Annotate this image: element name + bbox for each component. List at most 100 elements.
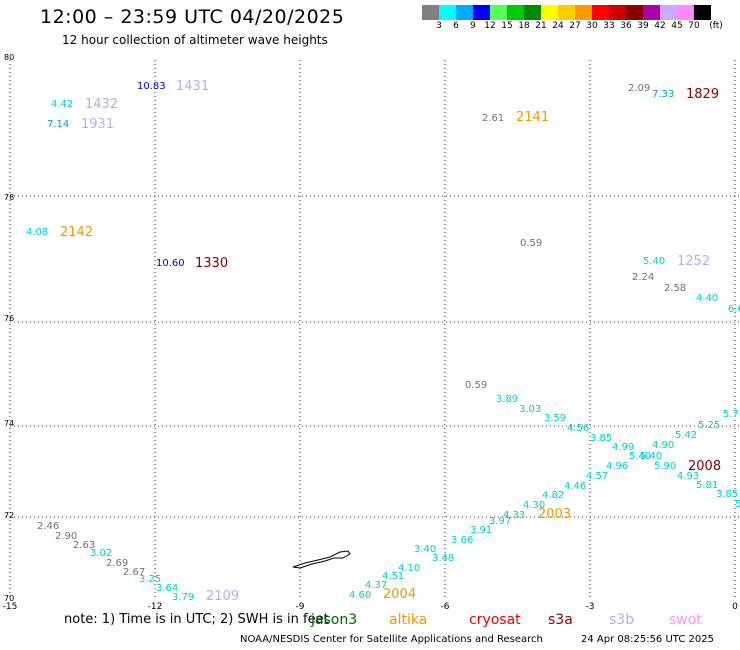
swh-value: 5.42: [675, 430, 697, 441]
swh-value: 3.66: [451, 535, 473, 546]
lat-tick-label: 76: [4, 314, 14, 323]
satellite-legend-item: s3a: [548, 612, 573, 628]
colorbar-tick: 6: [453, 21, 459, 31]
satellite-legend-item: swot: [669, 612, 702, 628]
swh-value: 5.7: [723, 409, 739, 420]
colorbar-swatch: [456, 5, 473, 20]
units-note: note: 1) Time is in UTC; 2) SWH is in fe…: [64, 612, 329, 627]
pass-time-label: 1931: [81, 117, 114, 132]
colorbar-swatch: [490, 5, 507, 20]
swh-value: 6.6: [728, 304, 740, 315]
swh-value: 4.82: [542, 490, 564, 501]
colorbar-tick: 42: [654, 21, 666, 31]
satellite-legend-item: s3b: [609, 612, 635, 628]
colorbar-swatch: [473, 5, 490, 20]
colorbar-swatch: [507, 5, 524, 20]
swh-value: 3.89: [496, 394, 518, 405]
colorbar-swatch: [439, 5, 456, 20]
swh-value: 7.33: [652, 89, 674, 100]
lon-tick-label: -6: [441, 602, 450, 612]
credit-line: NOAA/NESDIS Center for Satellite Applica…: [240, 634, 543, 645]
colorbar-tick: 36: [620, 21, 632, 31]
satellite-legend: jason3 altika cryosat s3a s3b swot: [0, 612, 740, 628]
colorbar-tick: 45: [671, 21, 683, 31]
swh-value: 3.79: [172, 592, 194, 603]
colorbar-tick: 24: [552, 21, 564, 31]
swh-value: 3.25: [139, 574, 161, 585]
lat-tick-label: 74: [4, 419, 14, 428]
swh-value: 2.61: [482, 113, 504, 124]
satellite-legend-item: altika: [389, 612, 428, 628]
map-frame: [10, 60, 735, 600]
swh-value: 3.91: [470, 525, 492, 536]
generated-timestamp: 24 Apr 08:25:56 UTC 2025: [581, 634, 714, 645]
map-title: 12:00 – 23:59 UTC 04/20/2025: [40, 6, 345, 28]
swh-value: 4.96: [606, 461, 628, 472]
swh-value: 4.33: [503, 510, 525, 521]
colorbar-swatch: [422, 5, 439, 20]
colorbar-tick: 70: [688, 21, 700, 31]
colorbar-tick: 12: [484, 21, 496, 31]
swh-value: 5.81: [696, 480, 718, 491]
colorbar-tick: (ft): [709, 21, 723, 31]
map-subtitle: 12 hour collection of altimeter wave hei…: [62, 33, 328, 47]
swh-value: 2.90: [55, 531, 77, 542]
colorbar-tick: 9: [470, 21, 476, 31]
swh-value: 3.02: [90, 548, 112, 559]
colorbar-tick: 21: [535, 21, 547, 31]
pass-time-label: 2003: [538, 507, 571, 522]
swh-value: 4.90: [652, 440, 674, 451]
map-grid: [9, 60, 740, 600]
colorbar-tick: 30: [586, 21, 598, 31]
jan-mayen-island-outline: [292, 550, 351, 569]
lon-tick-label: -3: [586, 602, 595, 612]
pass-time-label: 2008: [688, 459, 721, 474]
colorbar-tick: 39: [637, 21, 649, 31]
swh-value: 3.85: [590, 433, 612, 444]
swh-value: 2.46: [37, 521, 59, 532]
swh-value: 4.46: [564, 481, 586, 492]
lat-tick-label: 70: [4, 594, 14, 603]
swh-value: 4.42: [51, 99, 73, 110]
swh-value: 4.93: [677, 471, 699, 482]
pass-time-label: 1829: [686, 87, 719, 102]
swh-value: 4.08: [26, 227, 48, 238]
swh-value: 4.10: [398, 563, 420, 574]
satellite-legend-item: cryosat: [469, 612, 521, 628]
swh-value: 5.25: [698, 420, 720, 431]
swh-value: 3.03: [519, 404, 541, 415]
colorbar-swatch: [592, 5, 609, 20]
swh-value: 5.90: [654, 461, 676, 472]
swh-value: 5.40: [629, 451, 651, 462]
pass-time-label: 2004: [383, 587, 416, 602]
swh-value: 5.40: [643, 256, 665, 267]
colorbar-tick: 3: [436, 21, 442, 31]
pass-time-labels: 1431 1432 1931 2141 1829 2142 1330 1252 2008 2003…: [60, 79, 721, 604]
colorbar-tick: 27: [569, 21, 581, 31]
pass-time-label: 2141: [516, 110, 549, 125]
colorbar-tick: 33: [603, 21, 615, 31]
swh-value: 2.58: [664, 283, 686, 294]
swh-value: 4.51: [382, 571, 404, 582]
swh-value: 2.63: [73, 540, 95, 551]
swh-value: 3.40: [414, 544, 436, 555]
colorbar-tick: 18: [518, 21, 530, 31]
colorbar-swatch: [660, 5, 677, 20]
swh-value: 4.60: [349, 590, 371, 601]
lon-tick-label: -15: [3, 602, 18, 612]
swh-observations: 10.83 4.42 7.14 2.61 2.097.33 4.08 10.60 0.59 5.…: [26, 81, 740, 603]
colorbar-swatch: [524, 5, 541, 20]
swh-value: 3.97: [489, 516, 511, 527]
colorbar-swatch: [558, 5, 575, 20]
colorbar-tick: 15: [501, 21, 513, 31]
swh-value: 4.40: [696, 293, 718, 304]
pass-time-label: 1432: [85, 97, 118, 112]
swh-value: 4.37: [365, 580, 387, 591]
swh-value: 2.67: [123, 567, 145, 578]
lon-tick-label: -12: [148, 602, 163, 612]
colorbar-swatch: [694, 5, 711, 20]
lon-tick-label: 0: [732, 602, 738, 612]
swh-value: 2.24: [632, 272, 654, 283]
wave-height-colorbar: [422, 5, 711, 20]
